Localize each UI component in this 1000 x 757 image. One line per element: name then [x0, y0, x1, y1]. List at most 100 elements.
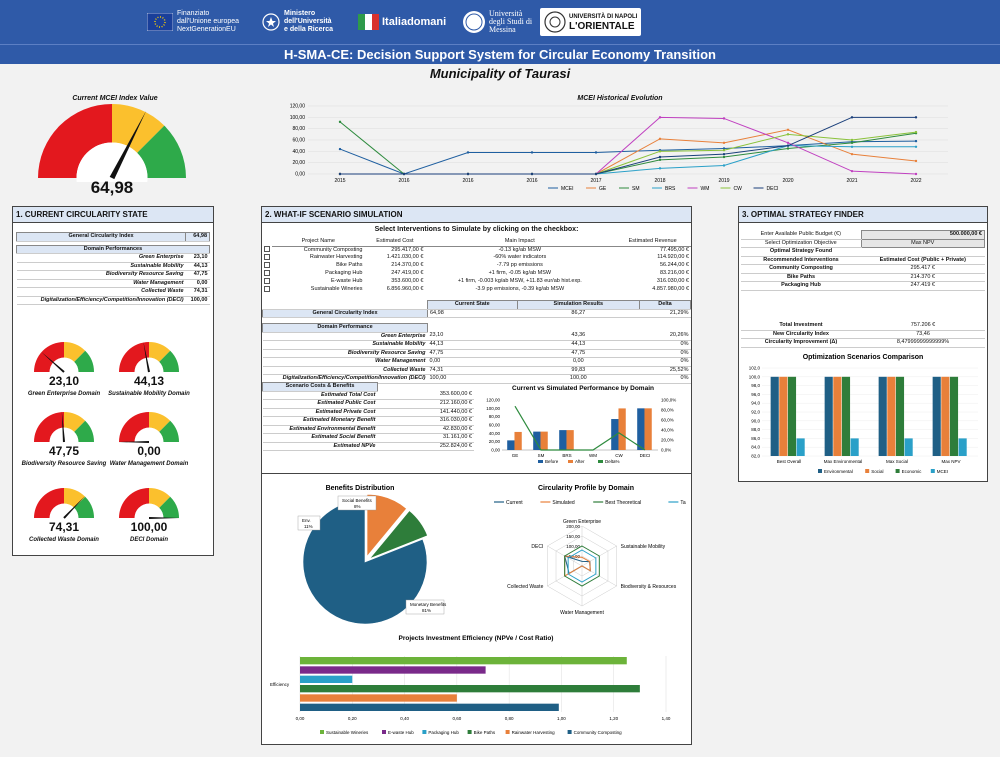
gauge-band — [74, 350, 94, 372]
history-chart-title: MCEI Historical Evolution — [577, 95, 663, 102]
y-tick-label: 120,00 — [290, 104, 306, 110]
select-interventions-title: Select Interventions to Simulate by clic… — [374, 226, 579, 233]
cost-label: Estimated Environmental Benefit — [262, 425, 378, 434]
y2-tick-label: 60,0% — [661, 418, 674, 423]
project-checkbox[interactable] — [264, 285, 270, 292]
legend-label: Best Theoretical — [605, 500, 641, 506]
y-tick-label: 90,0 — [751, 418, 760, 423]
y-tick-label: 60,00 — [489, 423, 501, 428]
data-point — [914, 130, 918, 134]
cost-label: Estimated NPVe — [262, 442, 378, 451]
domain-gauge-value: 0,00 — [137, 444, 161, 458]
sim-domain-delta: 20,26% — [639, 332, 691, 341]
budget-input[interactable]: 500.000,00 € — [860, 230, 985, 240]
r-tick-label: 150,00 — [566, 534, 580, 539]
intervention-cost: 295.417 € — [861, 264, 985, 274]
y-tick-label: 96,0 — [751, 392, 760, 397]
gauge-band — [149, 342, 171, 362]
sim-domain-sim: 47,75 — [517, 349, 640, 358]
legend-label: WM — [701, 186, 710, 192]
project-checkbox[interactable] — [264, 254, 270, 260]
data-point — [594, 172, 598, 176]
axis-label: Water Management — [560, 610, 604, 616]
y-tick-label: 20,00 — [489, 439, 501, 444]
sim-domain-current: 74,31 — [427, 366, 518, 375]
domain-performance-header: Domain Performance — [262, 323, 428, 333]
legend-label: E-waste Hub — [388, 730, 414, 735]
unime-logo-line: Messina — [489, 25, 516, 34]
domain-gauge-value: 47,75 — [48, 444, 80, 458]
general-index-value: 64,98 — [185, 232, 210, 242]
x-tick-label: 2016 — [526, 178, 537, 184]
objective-select[interactable]: Max NPV — [860, 238, 985, 248]
project-checkbox[interactable] — [264, 277, 270, 284]
project-checkbox[interactable] — [264, 269, 270, 276]
data-point — [786, 128, 790, 131]
project-impact: +1 firm, -0.003 kg/ab MSW, +11.83 eur/ab… — [457, 278, 582, 285]
x-tick-label: 0,80 — [505, 716, 514, 721]
bar — [850, 438, 859, 456]
y-tick-label: 80,00 — [489, 414, 501, 419]
chart-title: Projects Investment Efficiency (NPVe / C… — [399, 635, 554, 642]
y-tick-label: 20,00 — [292, 160, 305, 166]
slice-pct: 81% — [422, 608, 431, 613]
sim-domain-current: 44,13 — [427, 340, 518, 350]
axis-label: Biodiversity & Resources — [621, 584, 677, 590]
bar — [932, 376, 941, 456]
table-row: Estimated Private Cost 141.440,00 € — [262, 408, 474, 417]
sim-domain-delta: 0% — [639, 349, 691, 358]
cost-value: 316.030,00 € — [377, 416, 474, 426]
x-tick-label: 0,00 — [296, 716, 305, 721]
data-point — [850, 138, 854, 142]
cost-label: Estimated Social Benefit — [262, 433, 378, 443]
bar — [300, 694, 457, 702]
x-tick-label: 1,40 — [662, 716, 671, 721]
gauge-band — [34, 488, 64, 518]
legend-label: Community Composting — [574, 730, 623, 735]
series-line — [339, 140, 917, 175]
legend-label: DECI — [767, 186, 779, 192]
intervention-name: Packaging Hub — [741, 281, 861, 291]
legend-label: Delta% — [605, 459, 620, 464]
data-point — [914, 139, 918, 143]
eu-flag-icon — [147, 13, 173, 31]
legend-swatch — [895, 469, 900, 473]
gauge-needle — [63, 495, 86, 519]
gauge-band — [119, 342, 149, 372]
university-seal-icon — [463, 11, 485, 33]
project-checkbox[interactable] — [264, 246, 270, 253]
sim-general-delta: 21,29% — [639, 309, 691, 318]
benefits-pie-chart: Benefits Distribution Monetary Benefits81… — [297, 485, 447, 625]
republic-emblem-icon — [262, 13, 280, 31]
data-point — [338, 120, 342, 124]
top-banner: Finanziato dall'Unione europea NextGenerat… — [0, 0, 1000, 44]
y-tick-label: 60,00 — [292, 138, 305, 144]
legend-swatch — [818, 469, 822, 473]
improvement-label: Circularity Improvement (Δ) — [741, 338, 861, 348]
y2-tick-label: 0,0% — [661, 448, 671, 453]
legend-label: Social — [871, 469, 883, 474]
bar — [540, 431, 548, 450]
legend-swatch — [320, 730, 324, 734]
orientale-logo-line: L'ORIENTALE — [569, 20, 635, 32]
y-tick-label: 88,0 — [751, 427, 760, 432]
gauge-band — [149, 488, 171, 508]
project-checkbox[interactable] — [264, 261, 270, 268]
bar — [779, 376, 788, 456]
eu-logo-line: dall'Unione europea — [177, 18, 240, 25]
gauge-band — [38, 104, 112, 178]
data-point — [914, 116, 918, 119]
project-name: Sustainable Wineries — [310, 286, 363, 293]
sim-domain-delta: 0% — [639, 357, 691, 367]
x-tick-label: BRS — [562, 453, 571, 458]
legend-swatch — [382, 730, 386, 734]
data-point — [530, 151, 534, 154]
gauge-band — [119, 412, 149, 442]
gauge-band — [64, 342, 86, 362]
unime-logo-line: Università — [489, 9, 523, 18]
chart-title: Current vs Simulated Performance by Doma… — [512, 385, 654, 392]
ministero-logo-line: dell'Università — [284, 18, 332, 25]
domain-gauge — [34, 342, 94, 374]
legend-label: MCEI — [561, 186, 574, 192]
bar — [878, 376, 887, 456]
